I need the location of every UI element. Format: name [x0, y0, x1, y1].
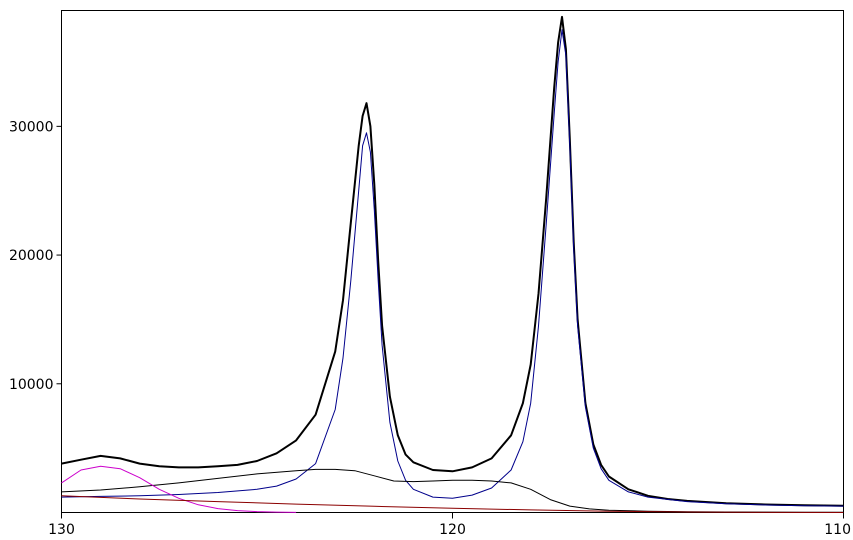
- series-line-measured-noisy: [61, 15, 844, 507]
- x-tick-label: 110: [824, 522, 851, 538]
- x-tick-label: 130: [48, 522, 75, 538]
- series-layer: [61, 15, 844, 513]
- y-tick-label: 10000: [9, 377, 54, 393]
- series-line-baseline: [61, 495, 844, 513]
- series-line-low-component: [61, 465, 297, 513]
- x-tick-label: 120: [439, 522, 466, 538]
- series-line-fit-envelope: [61, 29, 844, 507]
- y-tick-label: 30000: [9, 119, 54, 135]
- axis-layer: 130 120 110 10000 20000 30000: [9, 119, 851, 538]
- plot-frame: [61, 10, 844, 513]
- y-tick-label: 20000: [9, 248, 54, 264]
